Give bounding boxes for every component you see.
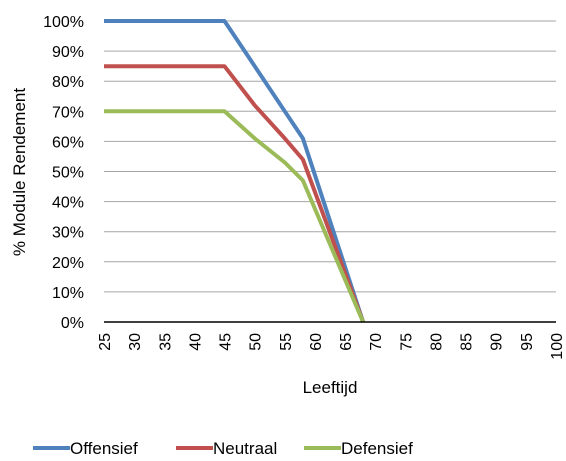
y-tick-label: 0% [61,315,84,332]
y-axis-ticks: 0% 10% 20% 30% 40% 50% 60% 70% 80% 90% 100% [43,14,84,332]
x-tick-label: 80 [428,333,445,351]
y-axis-title: % Module Rendement [10,88,29,256]
x-tick-label: 90 [489,333,506,351]
series-line-offensief [104,19,366,323]
x-tick-label: 70 [368,333,385,351]
x-axis-ticks: 25 30 35 40 45 50 55 60 65 70 75 80 85 90 95 100 [97,333,566,360]
x-tick-label: 75 [398,333,415,351]
legend-label: Neutraal [213,439,277,458]
y-tick-label: 30% [52,225,84,242]
x-tick-label: 60 [308,333,325,351]
x-tick-label: 55 [278,333,295,351]
x-tick-label: 95 [519,333,536,351]
series-lines [104,19,366,323]
x-tick-label: 35 [157,333,174,351]
y-tick-label: 80% [52,74,84,91]
series-line-defensief [104,109,365,323]
x-tick-label: 45 [218,333,235,351]
y-tick-label: 10% [52,285,84,302]
y-tick-label: 90% [52,44,84,61]
x-tick-label: 50 [248,333,265,351]
series-line-neutraal [104,64,365,323]
y-tick-label: 20% [52,255,84,272]
legend-label: Defensief [341,439,413,458]
x-tick-label: 85 [459,333,476,351]
x-tick-label: 40 [187,333,204,351]
y-tick-label: 60% [52,134,84,151]
y-tick-label: 70% [52,104,84,121]
legend-label: Offensief [70,439,138,458]
y-tick-label: 100% [43,14,84,31]
x-tick-label: 65 [338,333,355,351]
y-tick-label: 50% [52,165,84,182]
legend: Offensief Neutraal Defensief [33,439,413,458]
gridlines [104,20,556,293]
x-tick-label: 30 [127,333,144,351]
x-tick-label: 25 [97,333,114,351]
y-tick-label: 40% [52,195,84,212]
x-tick-label: 100 [549,333,566,360]
x-axis-title: Leeftijd [303,378,358,397]
